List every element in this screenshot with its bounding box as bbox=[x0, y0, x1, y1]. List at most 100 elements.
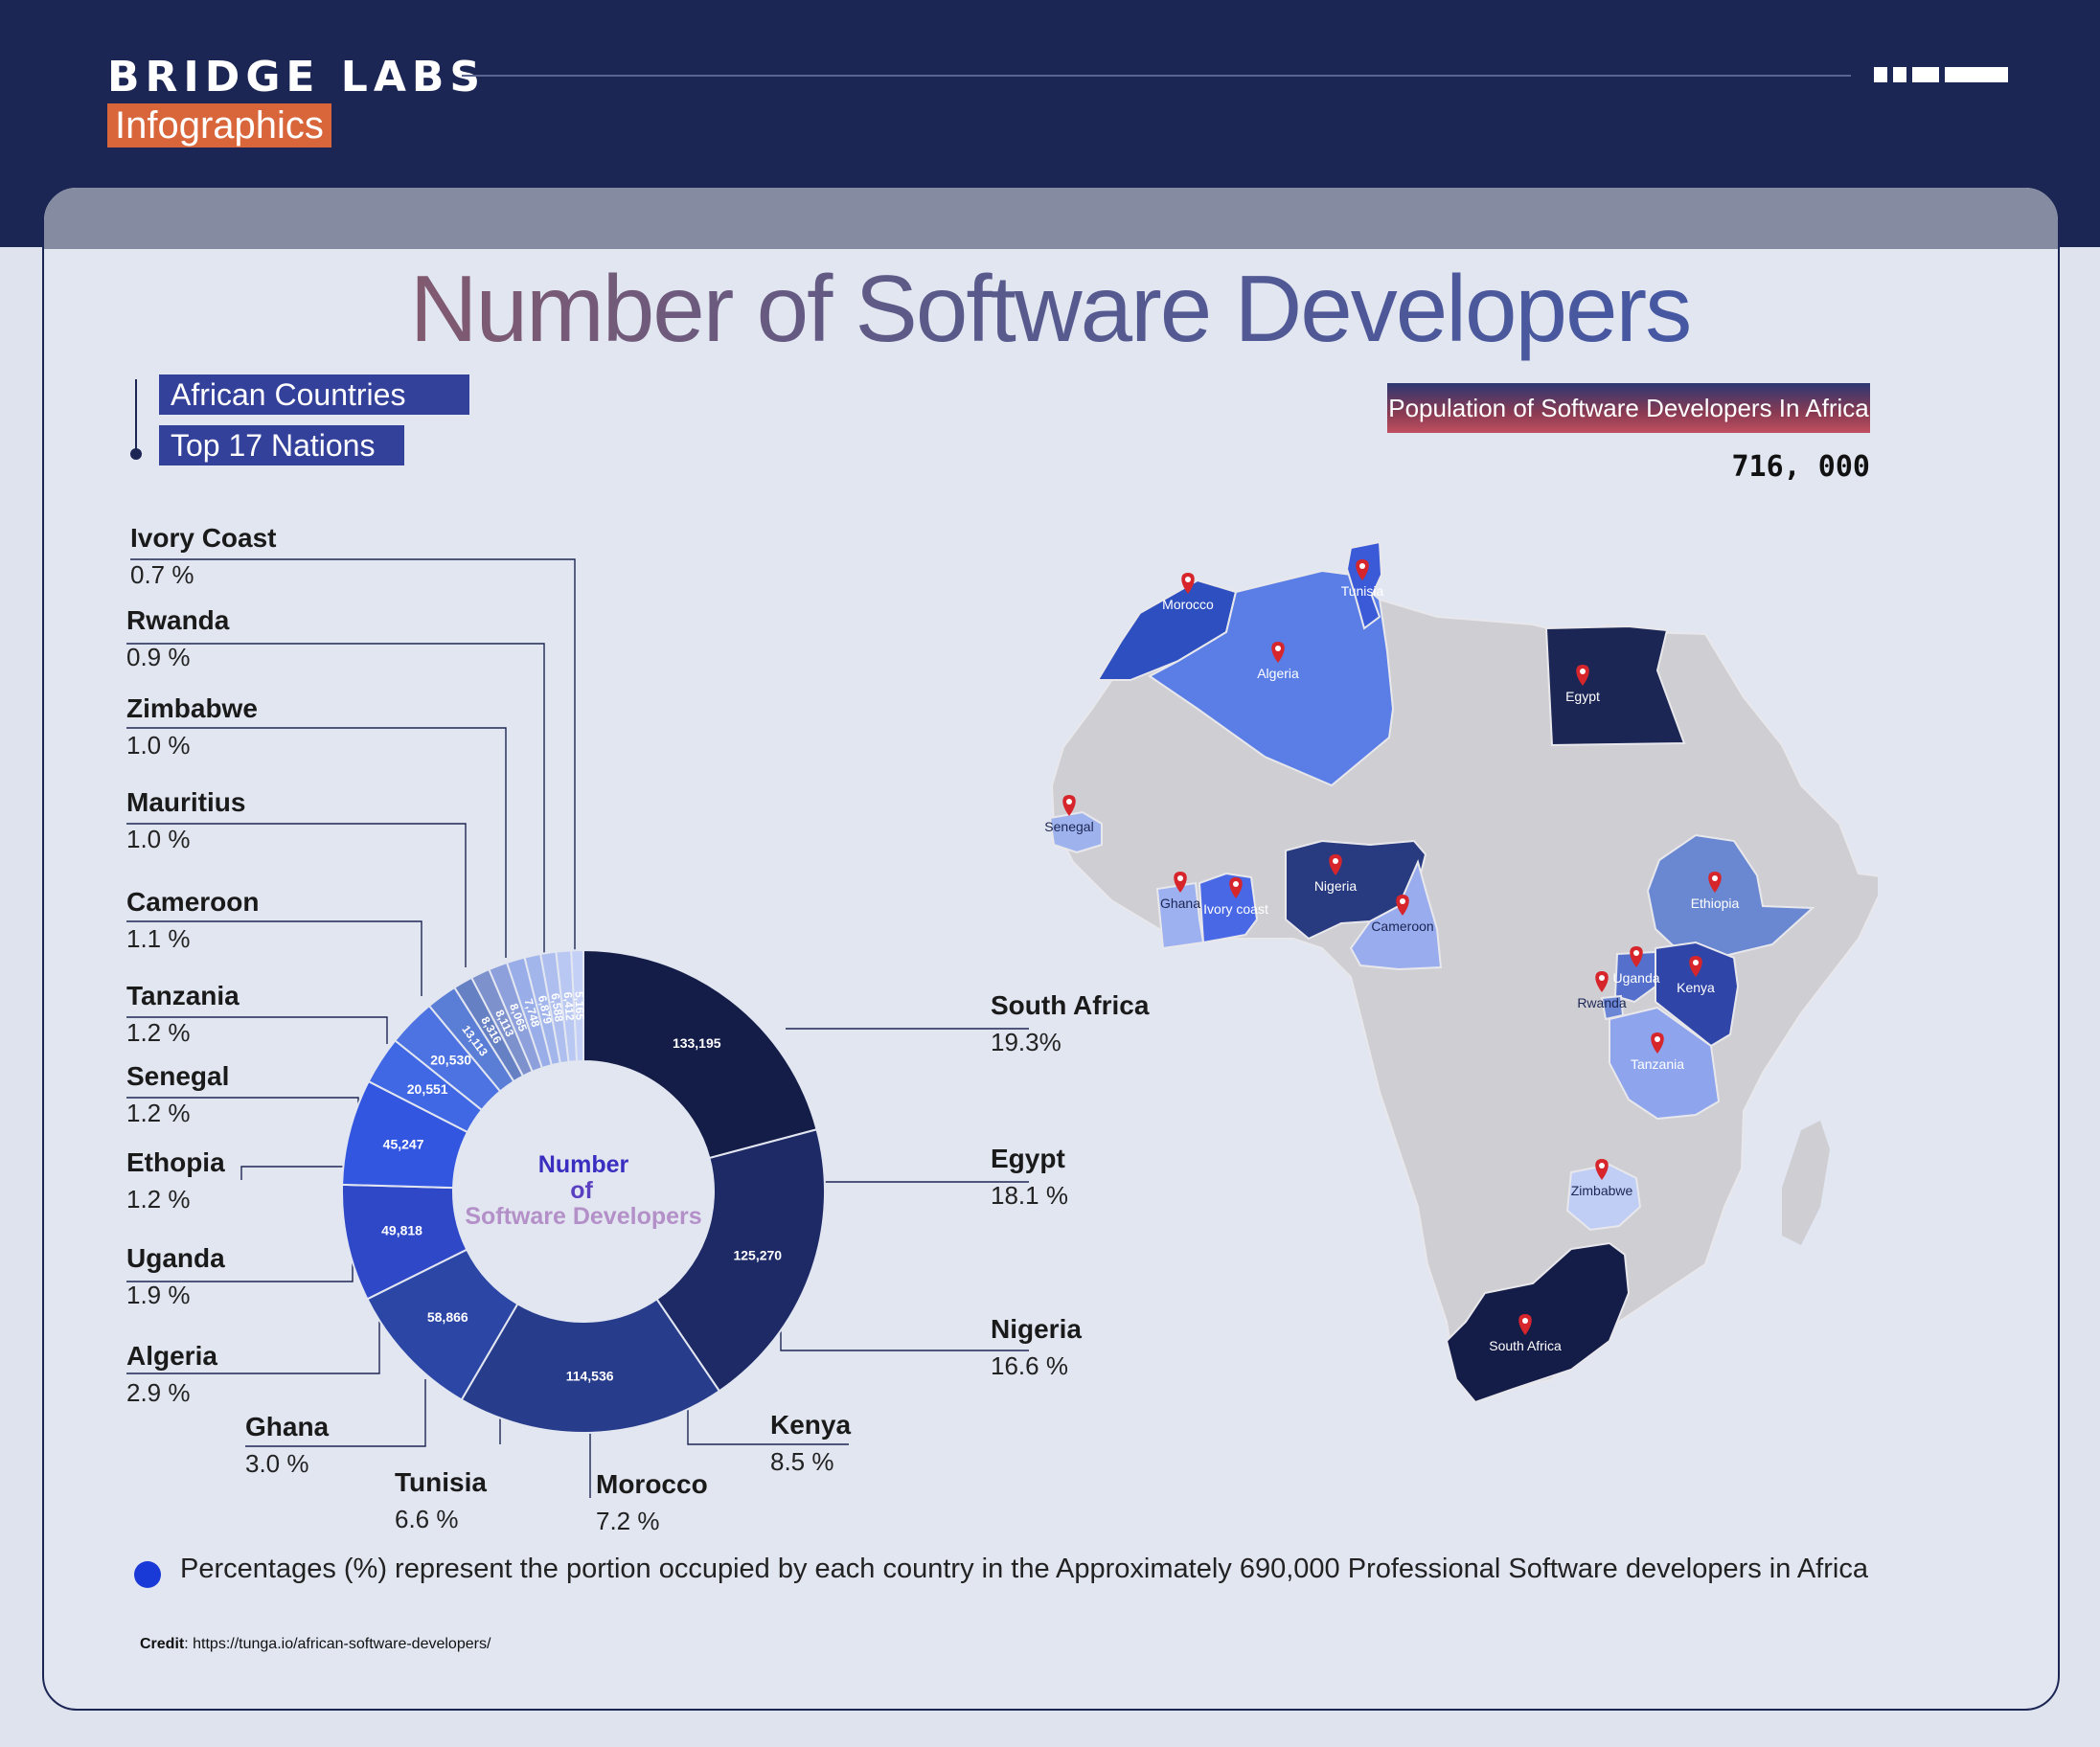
label-name: Ghana bbox=[245, 1412, 330, 1441]
header-dash bbox=[1912, 67, 1939, 82]
population-label: Population of Software Developers In Afr… bbox=[1387, 383, 1870, 433]
label-percent: 1.0 % bbox=[126, 825, 191, 853]
map-country-tunisia bbox=[1345, 540, 1383, 630]
brand-subtitle: Infographics bbox=[107, 103, 331, 147]
map-pin-morocco: Morocco bbox=[1162, 573, 1214, 612]
map-country-ethiopia bbox=[1646, 833, 1815, 960]
map-label: Zimbabwe bbox=[1571, 1183, 1633, 1198]
leader-line bbox=[245, 1379, 426, 1447]
map-pin-south-africa: South Africa bbox=[1489, 1314, 1562, 1353]
page-title: Number of Software Developers bbox=[0, 251, 2100, 366]
label-south-africa: South Africa 19.3% bbox=[991, 988, 1149, 1061]
slice-value-label: 45,247 bbox=[383, 1137, 424, 1152]
map-country-senegal bbox=[1048, 810, 1103, 854]
label-percent: 1.0 % bbox=[126, 731, 191, 760]
header-dash bbox=[1874, 67, 1887, 82]
map-pin-nigeria: Nigeria bbox=[1314, 854, 1358, 894]
map-pin-senegal: Senegal bbox=[1044, 795, 1094, 834]
slice-value-label: 125,270 bbox=[733, 1247, 782, 1262]
slice-value-label: 5,165 bbox=[573, 991, 587, 1021]
map-country-uganda bbox=[1613, 950, 1656, 1004]
slice-value-label: 6,412 bbox=[561, 991, 577, 1021]
map-label: Senegal bbox=[1044, 819, 1093, 834]
center-label-line1: Number bbox=[538, 1151, 629, 1178]
label-algeria: Algeria 2.9 % bbox=[126, 1339, 217, 1412]
label-percent: 0.9 % bbox=[126, 643, 191, 671]
map-pin-tunisia: Tunisia bbox=[1341, 559, 1384, 599]
slice-value-label: 133,195 bbox=[673, 1035, 721, 1051]
map-pin-cameroon: Cameroon bbox=[1371, 895, 1434, 934]
africa-map: Morocco Tunisia Algeria Egypt Senegal Ghana Iv… bbox=[1044, 540, 1878, 1404]
label-percent: 16.6 % bbox=[991, 1351, 1068, 1380]
label-name: Uganda bbox=[126, 1243, 225, 1273]
label-name: Tanzania bbox=[126, 981, 240, 1010]
label-percent: 8.5 % bbox=[770, 1447, 834, 1476]
credit-text: : https://tunga.io/african-software-deve… bbox=[184, 1636, 491, 1652]
label-rwanda: Rwanda 0.9 % bbox=[126, 603, 229, 676]
slice-value-label: 114,536 bbox=[566, 1369, 614, 1384]
label-senegal: Senegal 1.2 % bbox=[126, 1059, 229, 1132]
map-label: Tanzania bbox=[1631, 1056, 1684, 1072]
slice-value-labels: 133,195 125,270 114,536 58,866 49,818 45,247 2… bbox=[381, 991, 782, 1384]
leader-line bbox=[240, 1166, 347, 1180]
label-percent: 7.2 % bbox=[596, 1507, 660, 1535]
header-dash bbox=[1893, 67, 1906, 82]
leader-line bbox=[126, 920, 422, 996]
map-country-ivory-coast bbox=[1198, 872, 1259, 944]
map-pin-ethiopia: Ethiopia bbox=[1691, 872, 1740, 911]
label-cameroon: Cameroon 1.1 % bbox=[126, 885, 259, 958]
label-name: Egypt bbox=[991, 1144, 1065, 1173]
leader-line bbox=[126, 727, 507, 958]
slice-value-label: 49,818 bbox=[381, 1222, 422, 1237]
label-percent: 1.2 % bbox=[126, 1018, 191, 1047]
map-country-tanzania bbox=[1609, 1006, 1721, 1121]
label-name: Tunisia bbox=[395, 1467, 487, 1497]
map-pin-rwanda: Rwanda bbox=[1577, 971, 1627, 1010]
map-label: Tunisia bbox=[1341, 583, 1384, 599]
map-country-cameroon bbox=[1349, 859, 1443, 971]
population-value: 716, 000 bbox=[1731, 450, 1871, 484]
label-uganda: Uganda 1.9 % bbox=[126, 1241, 225, 1314]
brand-logo: BRIDGE LABS Infographics bbox=[107, 54, 486, 147]
map-pins: Morocco Tunisia Algeria Egypt Senegal Ghana Iv… bbox=[1044, 559, 1740, 1353]
leader-line bbox=[126, 1318, 380, 1374]
map-label: Ghana bbox=[1160, 896, 1200, 911]
map-label: Rwanda bbox=[1577, 995, 1627, 1010]
map-label: Algeria bbox=[1257, 666, 1299, 681]
map-label: Nigeria bbox=[1314, 878, 1358, 894]
label-percent: 1.2 % bbox=[126, 1099, 191, 1127]
leader-line bbox=[126, 643, 545, 953]
map-label: Kenya bbox=[1677, 980, 1715, 995]
slice-value-label: 20,551 bbox=[407, 1081, 448, 1097]
label-percent: 18.1 % bbox=[991, 1181, 1068, 1210]
center-label-line3: Software Developers bbox=[465, 1203, 701, 1230]
map-country-south-africa bbox=[1445, 1241, 1631, 1404]
slice-value-label: 20,530 bbox=[430, 1053, 471, 1068]
map-label: Ethiopia bbox=[1691, 896, 1740, 911]
map-madagascar bbox=[1782, 1121, 1830, 1245]
map-label: Cameroon bbox=[1371, 919, 1433, 934]
map-continent-base bbox=[1050, 584, 1878, 1400]
label-ethopia: Ethopia 1.2 % bbox=[126, 1146, 225, 1218]
label-name: Senegal bbox=[126, 1061, 230, 1091]
donut-slice-nigeria bbox=[460, 1298, 721, 1434]
note-bullet bbox=[134, 1561, 161, 1588]
label-name: Ethopia bbox=[126, 1147, 225, 1177]
map-country-ghana bbox=[1155, 881, 1205, 950]
label-percent: 1.1 % bbox=[126, 924, 191, 953]
label-mauritius: Mauritius 1.0 % bbox=[126, 785, 245, 858]
slice-value-label: 58,866 bbox=[427, 1309, 468, 1325]
footnote: Percentages (%) represent the portion oc… bbox=[180, 1554, 1868, 1584]
donut-slice-ivory-coast bbox=[570, 948, 584, 1063]
label-name: Mauritius bbox=[126, 787, 246, 817]
donut-slice-egypt bbox=[655, 1128, 826, 1393]
label-percent: 1.2 % bbox=[126, 1185, 191, 1214]
map-country-zimbabwe bbox=[1565, 1163, 1642, 1232]
label-kenya: Kenya 8.5 % bbox=[770, 1408, 851, 1481]
map-pin-uganda: Uganda bbox=[1612, 946, 1660, 986]
donut-slices bbox=[341, 948, 826, 1434]
map-label: Egypt bbox=[1565, 689, 1600, 704]
credit: Credit: https://tunga.io/african-softwar… bbox=[140, 1636, 491, 1653]
label-percent: 6.6 % bbox=[395, 1505, 459, 1533]
